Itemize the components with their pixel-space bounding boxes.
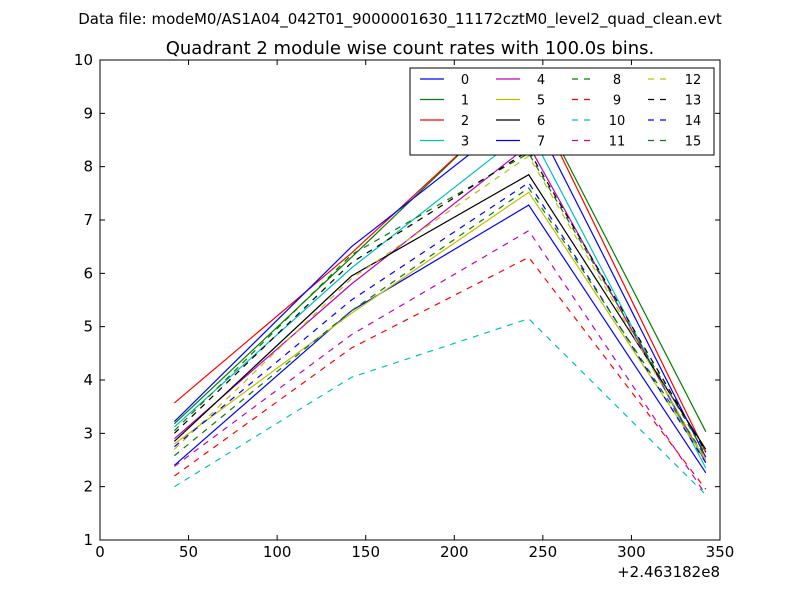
series-line-13 bbox=[173, 149, 707, 453]
series-line-6 bbox=[173, 173, 707, 450]
legend-label-4: 4 bbox=[537, 73, 545, 88]
y-tick-label-2: 2 bbox=[83, 478, 93, 496]
series-line-1 bbox=[173, 86, 707, 432]
x-tick-label-100: 100 bbox=[263, 543, 292, 561]
axes-frame bbox=[99, 59, 721, 541]
series-line-9 bbox=[174, 256, 707, 490]
legend-label-2: 2 bbox=[461, 114, 469, 129]
y-tick-label-6: 6 bbox=[83, 264, 93, 282]
legend-label-9: 9 bbox=[613, 94, 621, 109]
x-tick-label-200: 200 bbox=[440, 543, 469, 561]
legend-label-15: 15 bbox=[685, 135, 702, 150]
legend-label-1: 1 bbox=[461, 94, 469, 109]
y-tick-label-9: 9 bbox=[83, 104, 93, 122]
legend-label-0: 0 bbox=[461, 73, 469, 88]
series-line-7 bbox=[173, 107, 707, 458]
x-tick-label-300: 300 bbox=[617, 543, 646, 561]
y-tick-label-4: 4 bbox=[83, 371, 93, 389]
x-tick-label-50: 50 bbox=[179, 543, 198, 561]
legend-label-10: 10 bbox=[609, 114, 626, 129]
chart-title: Quadrant 2 module wise count rates with … bbox=[166, 38, 655, 59]
plot-area: 0 50 100 150 200 250 300 35012345678910+2.46318… bbox=[74, 51, 734, 581]
legend-label-11: 11 bbox=[609, 135, 626, 150]
x-tick-label-0: 0 bbox=[95, 543, 105, 561]
legend-label-13: 13 bbox=[685, 94, 702, 109]
series-line-10 bbox=[174, 318, 707, 496]
series-line-8 bbox=[173, 152, 707, 456]
series-line-5 bbox=[174, 191, 707, 461]
legend-label-3: 3 bbox=[461, 135, 469, 150]
x-offset-label: +2.463182e8 bbox=[617, 563, 720, 581]
y-tick-label-10: 10 bbox=[74, 51, 93, 69]
legend-label-8: 8 bbox=[613, 73, 621, 88]
series-line-15 bbox=[174, 187, 707, 458]
legend-label-14: 14 bbox=[685, 114, 702, 129]
series-line-11 bbox=[174, 229, 707, 496]
legend-frame bbox=[409, 67, 715, 156]
y-tick-label-5: 5 bbox=[83, 318, 93, 336]
series-line-14 bbox=[174, 181, 707, 464]
series-line-0 bbox=[174, 204, 707, 474]
y-tick-label-3: 3 bbox=[83, 424, 93, 442]
x-tick-label-150: 150 bbox=[351, 543, 380, 561]
legend-label-7: 7 bbox=[537, 135, 545, 150]
legend-label-12: 12 bbox=[685, 73, 702, 88]
x-tick-label-350: 350 bbox=[706, 543, 735, 561]
y-tick-label-7: 7 bbox=[83, 211, 93, 229]
legend-label-5: 5 bbox=[537, 94, 545, 109]
series-group bbox=[173, 86, 707, 496]
series-line-12 bbox=[173, 155, 707, 461]
x-tick-label-250: 250 bbox=[529, 543, 558, 561]
figure-suptitle: Data file: modeM0/AS1A04_042T01_90000016… bbox=[78, 10, 722, 29]
legend-label-6: 6 bbox=[537, 114, 545, 129]
y-tick-label-8: 8 bbox=[83, 158, 93, 176]
series-line-2 bbox=[174, 88, 707, 453]
y-tick-label-1: 1 bbox=[83, 531, 93, 549]
